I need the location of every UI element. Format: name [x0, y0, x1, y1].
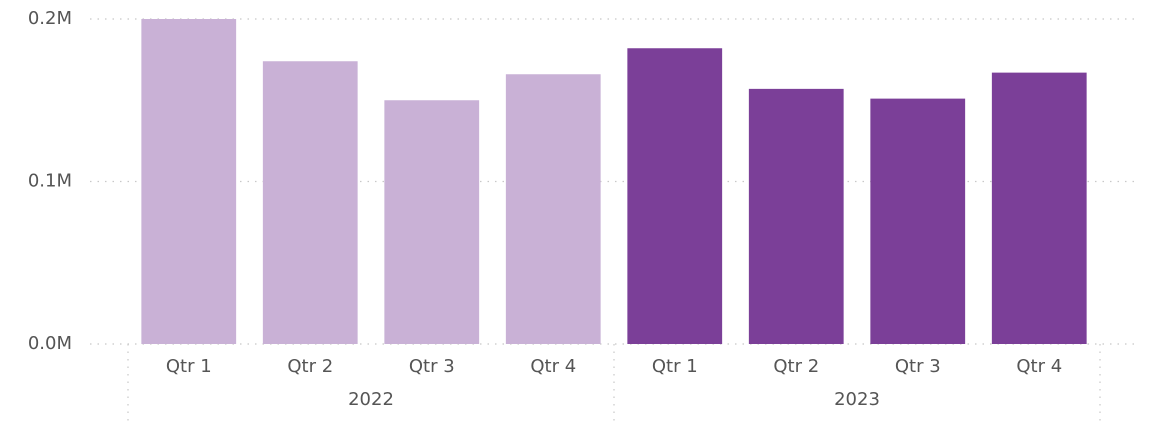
x-tick-label: Qtr 2 [287, 356, 333, 377]
bar [505, 74, 601, 344]
y-tick-label: 0.1M [28, 171, 72, 192]
group-label: 2023 [834, 389, 880, 410]
bar [870, 98, 966, 344]
x-tick-label: Qtr 3 [409, 356, 455, 377]
bar [748, 88, 844, 344]
bar [627, 48, 723, 344]
x-tick-label: Qtr 4 [530, 356, 576, 377]
x-tick-label: Qtr 4 [1016, 356, 1062, 377]
x-tick-label: Qtr 1 [166, 356, 212, 377]
bar [262, 61, 358, 344]
bar [991, 72, 1087, 344]
x-tick-label: Qtr 1 [652, 356, 698, 377]
y-tick-label: 0.2M [28, 8, 72, 29]
y-tick-label: 0.0M [28, 333, 72, 354]
bar [141, 19, 237, 344]
bar [384, 100, 480, 344]
x-tick-label: Qtr 3 [895, 356, 941, 377]
group-label: 2022 [348, 389, 394, 410]
x-tick-label: Qtr 2 [773, 356, 819, 377]
